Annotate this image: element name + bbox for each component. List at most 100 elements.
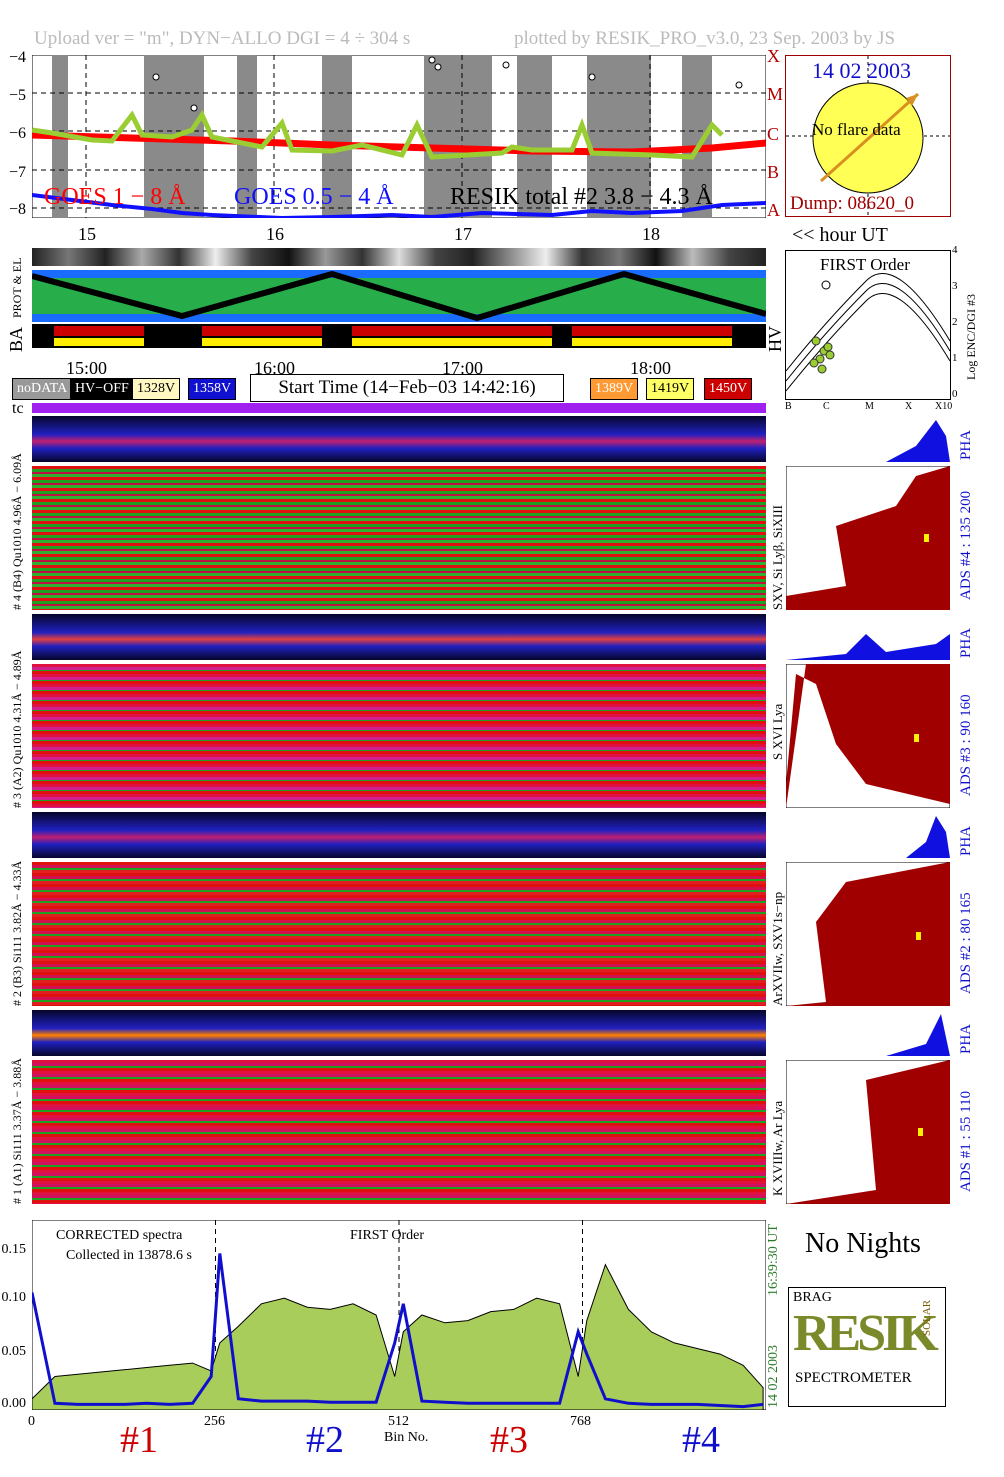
line-label-1: K XVIIIw, Ar Lya [770, 1100, 785, 1196]
fo-xlabel: X10 [935, 401, 953, 412]
fo-ylabel: 1 [952, 352, 958, 364]
ba-bar [32, 324, 766, 348]
class-m: M [767, 84, 784, 104]
pha-label-4: PHA [958, 429, 974, 460]
spectrogram-1 [32, 1060, 766, 1204]
logo-sub: SPECTROMETER [795, 1370, 912, 1386]
spectrum-corrected: CORRECTED spectra [56, 1228, 183, 1243]
goes-ylabel: −7 [8, 164, 26, 181]
fo-xlabel: C [823, 401, 830, 412]
channel-label-3: # 3 (A2) Qu1010 4.31Å − 4.89Å [10, 650, 24, 808]
fo-xlabel: M [865, 401, 874, 412]
pha-histogram-4 [786, 420, 950, 462]
ba-label: BA [6, 326, 26, 352]
legend-hv-off: HV−OFF [70, 378, 134, 400]
legend-goes-1-8: GOES 1 − 8 Å [44, 184, 186, 210]
pha-label-2: PHA [958, 825, 974, 856]
no-nights: No Nights [805, 1228, 921, 1259]
tc-bar [32, 403, 766, 413]
fo-xlabel: B [785, 401, 792, 412]
ads-histogram-1 [786, 1060, 950, 1204]
goes-ylabel: −5 [8, 87, 26, 104]
channel-label-2: # 2 (B3) Si111 3.82Å − 4.33Å [10, 860, 24, 1006]
ads-histogram-2 [786, 862, 950, 1006]
detector-4-label: #4 [682, 1419, 720, 1461]
detector-3-label: #3 [490, 1419, 528, 1461]
spectrum-time: 16:39:30 UT [766, 1224, 781, 1296]
grey-strip [32, 248, 766, 266]
pha-strip-1 [32, 1010, 766, 1056]
ads-histogram-3 [786, 664, 950, 808]
spectrum-ylabel: 0.00 [1, 1396, 27, 1411]
ads-histogram-4 [786, 466, 950, 610]
channel-label-1: # 1 (A1) Si111 3.37Å − 3.88Å [10, 1058, 24, 1204]
ads-label-4: ADS #4 : 135 200 [958, 490, 974, 600]
goes-ylabel: −6 [8, 125, 26, 142]
fo-ylabel: 2 [952, 316, 958, 328]
spectrum-xlabel: 0 [28, 1414, 35, 1429]
spectrum-xlabel: 512 [388, 1414, 409, 1429]
line-label-3: S XVI Lya [770, 703, 785, 760]
line-label-2: ArXVIIw, SXV1s−np [770, 891, 785, 1006]
class-a: A [767, 200, 780, 220]
time-label: 15:00 [66, 358, 108, 378]
spectrum-chart [32, 1220, 766, 1410]
hour-label: 15 [78, 224, 96, 244]
hv-label: HV [765, 326, 785, 352]
first-order-panel: FIRST Order [785, 250, 951, 400]
hour-label: 16 [266, 224, 284, 244]
detector-2-label: #2 [306, 1419, 344, 1461]
pha-histogram-2 [786, 816, 950, 858]
pha-histogram-3 [786, 634, 950, 660]
goes-05-4-curve [32, 193, 766, 218]
channel-label-4: # 4 (B4) Qu1010 4.96Å − 6.09Å [10, 453, 24, 610]
time-label: 18:00 [630, 358, 672, 378]
ads-label-2: ADS #2 : 80 165 [958, 892, 974, 994]
header-left: Upload ver = "m", DYN−ALLO DGI = 4 ÷ 304… [34, 28, 411, 49]
header-right: plotted by RESIK_PRO_v3.0, 23 Sep. 2003 … [514, 28, 896, 49]
hour-ut-label: << hour UT [792, 224, 888, 246]
hour-label: 18 [642, 224, 660, 244]
spectrum-series-first-order [32, 1253, 764, 1409]
time-label: 16:00 [254, 358, 296, 378]
legend-1328v: 1328V [132, 378, 181, 400]
goes-plot [32, 55, 766, 218]
sun-date: 14 02 2003 [812, 58, 911, 83]
pha-strip-2 [32, 812, 766, 858]
logo-side: SOLAR [921, 1299, 933, 1336]
legend-goes-05-4: GOES 0.5 − 4 Å [234, 184, 394, 210]
line-label-4: SXV, Si Lyβ, SiXIII [770, 505, 785, 610]
goes-y-axis: −4 −5 −6 −7 −8 [0, 49, 30, 218]
prot-el-panel [32, 270, 766, 322]
spectrum-date: 14 02 2003 [766, 1345, 781, 1408]
tc-label: tc [12, 400, 24, 417]
sun-panel: 14 02 2003 No flare data Dump: 08620_0 [785, 55, 951, 217]
sun-disk [786, 56, 950, 216]
legend-1389v: 1389V [590, 378, 639, 400]
fo-ylabel: 3 [952, 280, 958, 292]
flare-dots [152, 56, 743, 112]
class-x: X [767, 46, 780, 66]
pha-label-1: PHA [958, 1023, 974, 1054]
detector-1-label: #1 [120, 1419, 158, 1461]
ads-label-3: ADS #3 : 90 160 [958, 694, 974, 796]
first-order-ylabel: Log ENC/DGI #3 [964, 294, 978, 380]
legend-1358v: 1358V [188, 378, 237, 400]
logo-main: RESIK [793, 1305, 939, 1362]
class-c: C [767, 124, 780, 144]
time-label: 17:00 [442, 358, 484, 378]
spectrum-y-axis: 0.15 0.10 0.05 0.00 [0, 1222, 30, 1412]
resik-logo: BRAG RESIK SPECTROMETER SOLAR [788, 1287, 946, 1407]
legend-1419v: 1419V [646, 378, 695, 400]
pha-strip-4 [32, 416, 766, 462]
spectrogram-4 [32, 466, 766, 610]
spectrum-xlabel: 256 [204, 1414, 225, 1429]
spectrum-xaxis-title: Bin No. [384, 1430, 429, 1445]
ads-label-1: ADS #1 : 55 110 [958, 1090, 974, 1192]
spectrogram-2 [32, 862, 766, 1006]
sun-note: No flare data [812, 120, 901, 139]
spectrum-ylabel: 0.15 [1, 1242, 27, 1257]
class-b: B [767, 162, 780, 182]
logo-tag: BRAG [793, 1290, 832, 1305]
spectrum-first-order: FIRST Order [350, 1228, 425, 1243]
